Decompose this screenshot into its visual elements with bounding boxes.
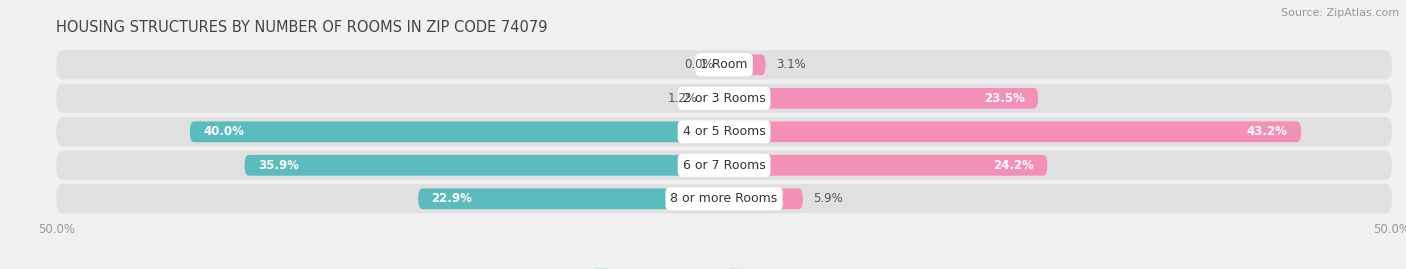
- FancyBboxPatch shape: [190, 121, 724, 142]
- FancyBboxPatch shape: [245, 155, 724, 176]
- FancyBboxPatch shape: [56, 84, 1392, 113]
- FancyBboxPatch shape: [56, 184, 1392, 213]
- Text: 6 or 7 Rooms: 6 or 7 Rooms: [683, 159, 765, 172]
- FancyBboxPatch shape: [418, 188, 724, 209]
- Text: 43.2%: 43.2%: [1247, 125, 1288, 138]
- FancyBboxPatch shape: [56, 151, 1392, 180]
- FancyBboxPatch shape: [724, 188, 803, 209]
- FancyBboxPatch shape: [724, 88, 1038, 109]
- Text: 40.0%: 40.0%: [204, 125, 245, 138]
- FancyBboxPatch shape: [724, 54, 765, 75]
- Text: 35.9%: 35.9%: [257, 159, 299, 172]
- Text: Source: ZipAtlas.com: Source: ZipAtlas.com: [1281, 8, 1399, 18]
- FancyBboxPatch shape: [724, 121, 1301, 142]
- Text: 5.9%: 5.9%: [814, 192, 844, 205]
- Text: 3.1%: 3.1%: [776, 58, 806, 71]
- FancyBboxPatch shape: [724, 155, 1047, 176]
- Text: 1 Room: 1 Room: [700, 58, 748, 71]
- Text: 8 or more Rooms: 8 or more Rooms: [671, 192, 778, 205]
- Text: 0.0%: 0.0%: [683, 58, 713, 71]
- Text: 24.2%: 24.2%: [993, 159, 1033, 172]
- Text: 1.2%: 1.2%: [668, 92, 697, 105]
- Text: HOUSING STRUCTURES BY NUMBER OF ROOMS IN ZIP CODE 74079: HOUSING STRUCTURES BY NUMBER OF ROOMS IN…: [56, 20, 548, 35]
- Text: 2 or 3 Rooms: 2 or 3 Rooms: [683, 92, 765, 105]
- FancyBboxPatch shape: [56, 117, 1392, 146]
- FancyBboxPatch shape: [709, 88, 724, 109]
- Text: 22.9%: 22.9%: [432, 192, 472, 205]
- Text: 4 or 5 Rooms: 4 or 5 Rooms: [683, 125, 765, 138]
- Text: 23.5%: 23.5%: [984, 92, 1025, 105]
- FancyBboxPatch shape: [56, 50, 1392, 79]
